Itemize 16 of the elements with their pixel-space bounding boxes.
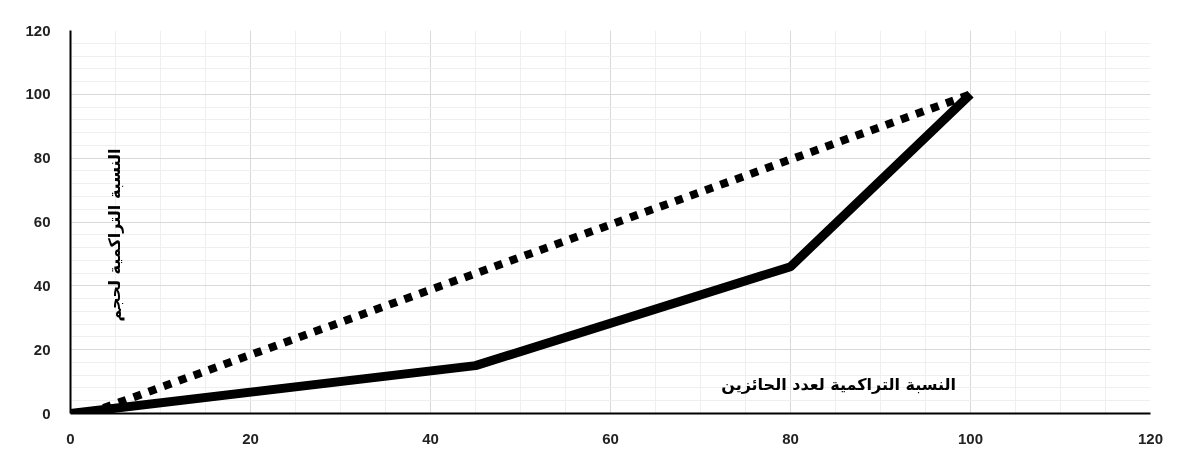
- x-axis-title: النسبة التراكمية لعدد الحائزين: [721, 375, 957, 395]
- x-tick-label: 120: [1137, 429, 1164, 447]
- x-tick-label: 80: [782, 429, 799, 447]
- y-tick-label: 20: [33, 340, 51, 358]
- y-tick-label: 60: [33, 213, 51, 230]
- x-tick-label: 0: [66, 429, 75, 447]
- y-tick-label: 0: [42, 404, 51, 422]
- y-tick-label: 100: [25, 85, 51, 103]
- x-tick-label: 100: [957, 429, 984, 447]
- y-axis-title: النسبة التراكمية لحجم: [105, 148, 125, 322]
- x-tick-label: 40: [422, 429, 439, 447]
- y-tick-label: 80: [33, 149, 51, 167]
- x-tick-label: 20: [242, 429, 259, 447]
- x-tick-label: 60: [602, 429, 619, 447]
- y-tick-label: 120: [25, 21, 51, 39]
- y-tick-label: 40: [33, 276, 51, 294]
